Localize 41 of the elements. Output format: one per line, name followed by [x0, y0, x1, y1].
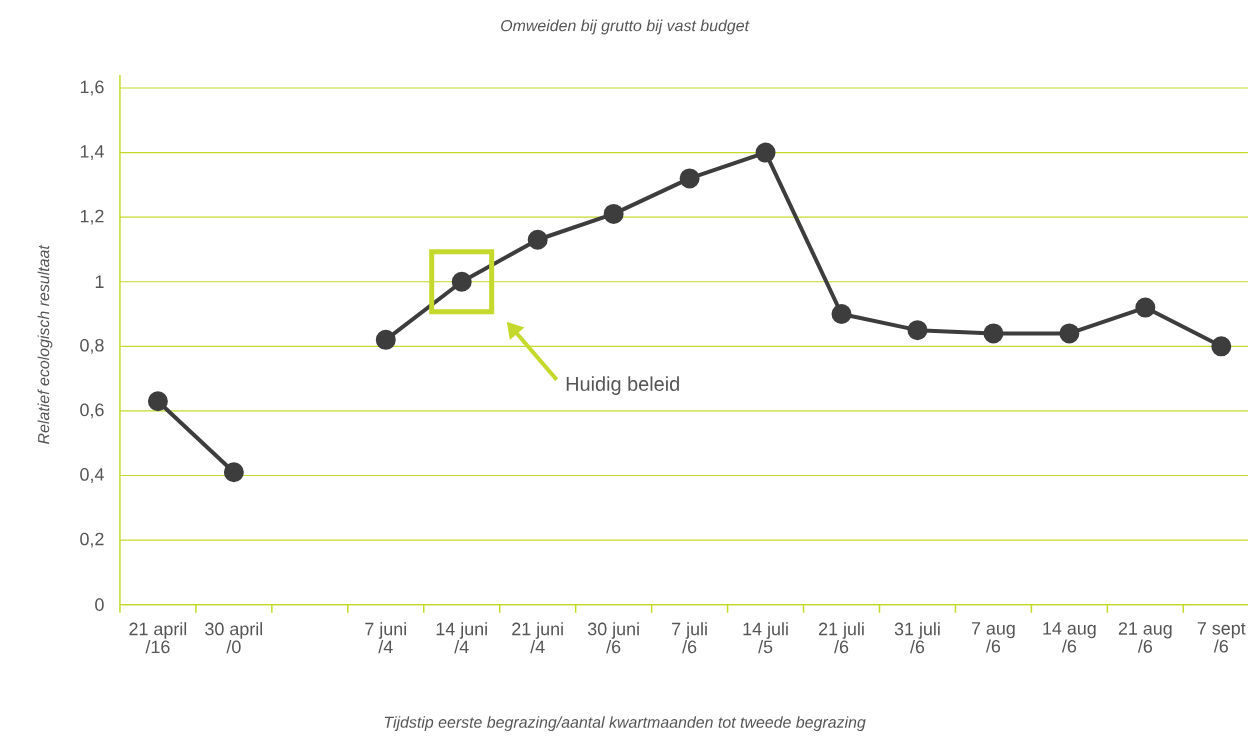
point	[223, 462, 244, 483]
point	[983, 323, 1004, 344]
point	[679, 168, 700, 189]
y-tick-label: 1,2	[80, 209, 104, 225]
point	[1059, 323, 1080, 344]
chart-title: Omweiden bij grutto bij vast budget	[501, 19, 750, 35]
x-tick-label: 30 april /0	[205, 622, 263, 654]
x-tick-label: 7 juni /4	[365, 622, 406, 654]
x-tick-label: 14 juli /5	[743, 622, 788, 654]
y-tick-label: 0,8	[80, 339, 104, 354]
y-tick-label: 1,6	[80, 80, 104, 96]
point	[527, 229, 548, 250]
x-tick-label: 21 juni /4	[512, 622, 563, 654]
y-tick-label: 0	[95, 598, 104, 612]
x-axis-title: Tijdstip eerste begrazing/aantal kwartmaanden tot tweede begrazing	[384, 716, 866, 732]
annotation: Huidig beleid	[566, 376, 679, 396]
x-tick-label: 21 aug /6	[1118, 622, 1172, 653]
x-tick-label: 14 juni /4	[436, 622, 487, 654]
y-tick-label: 0,2	[80, 532, 104, 548]
y-tick-label: 0,6	[80, 403, 104, 419]
x-tick-label: 7 juli /6	[672, 622, 707, 654]
point	[147, 391, 168, 412]
x-tick-label: 7 aug /6	[971, 622, 1015, 653]
point	[451, 271, 472, 292]
point	[907, 320, 928, 341]
y-tick-label: 0,4	[80, 468, 104, 484]
point	[755, 142, 776, 163]
y-axis-title: Relatief ecologisch resultaat	[37, 244, 53, 445]
point	[375, 330, 396, 351]
x-tick-label: 7 sept /6	[1197, 622, 1246, 653]
x-tick-label: 14 aug /6	[1043, 622, 1096, 653]
x-tick-label: 30 juni /6	[587, 622, 639, 654]
point	[603, 204, 624, 225]
x-tick-label: 31 juli /6	[894, 622, 940, 654]
x-tick-label: 21 april /16	[129, 622, 187, 654]
point	[831, 304, 852, 325]
x-tick-label: 21 juli /6	[819, 622, 864, 654]
y-tick-label: 1,4	[80, 145, 104, 161]
point	[1211, 336, 1232, 357]
y-tick-label: 1	[95, 275, 104, 289]
point	[1135, 297, 1156, 318]
